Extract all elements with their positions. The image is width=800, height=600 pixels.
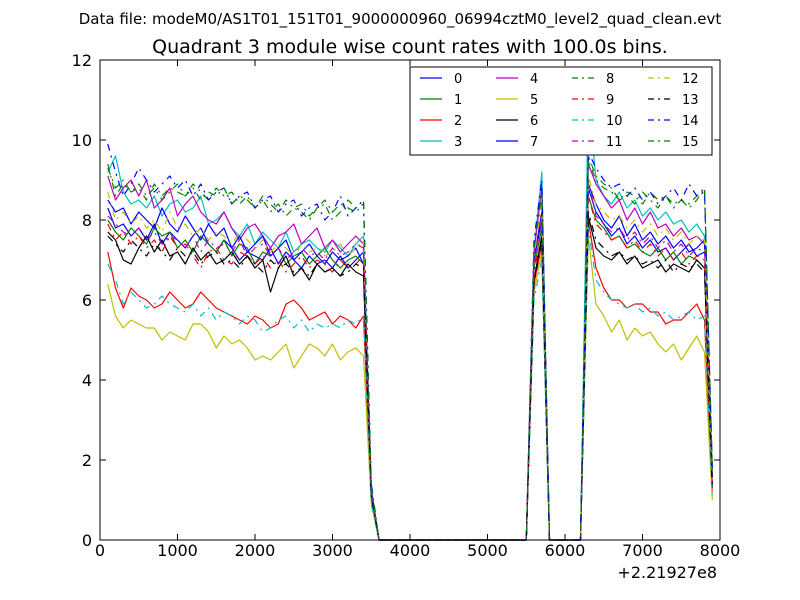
x-offset-label: +2.21927e8 — [617, 563, 717, 582]
x-tick-label: 0 — [95, 541, 105, 560]
legend-label-3: 3 — [454, 135, 462, 150]
series-line-6 — [107, 215, 713, 541]
series-line-2 — [107, 219, 713, 541]
x-tick-label: 8000 — [700, 541, 741, 560]
legend-label-0: 0 — [454, 72, 462, 87]
chart-title: Quadrant 3 module wise count rates with … — [152, 36, 668, 58]
legend-label-12: 12 — [682, 72, 699, 87]
y-tick-label: 2 — [82, 451, 92, 470]
x-tick-label: 1000 — [157, 541, 198, 560]
legend-label-15: 15 — [682, 135, 699, 150]
legend-label-10: 10 — [606, 114, 623, 129]
axis-ticks: 0 1000 2000 3000 4000 5000 6000 7000 80000246810… — [72, 51, 741, 560]
legend-label-5: 5 — [530, 93, 538, 108]
legend-label-4: 4 — [530, 72, 538, 87]
series-line-13 — [107, 211, 713, 541]
x-tick-label: 7000 — [622, 541, 663, 560]
legend-label-8: 8 — [606, 72, 614, 87]
y-tick-label: 8 — [82, 211, 92, 230]
legend-label-7: 7 — [530, 135, 538, 150]
x-tick-label: 3000 — [312, 541, 353, 560]
series-line-3 — [107, 95, 713, 541]
y-tick-label: 4 — [82, 371, 92, 390]
series-line-15 — [107, 159, 713, 541]
series-line-7 — [107, 183, 713, 541]
series-line-8 — [107, 155, 713, 541]
legend-label-1: 1 — [454, 93, 462, 108]
legend-label-14: 14 — [682, 114, 699, 129]
x-tick-label: 6000 — [545, 541, 586, 560]
legend-label-6: 6 — [530, 114, 538, 129]
series-line-10 — [107, 227, 713, 541]
series-line-14 — [107, 143, 713, 541]
series-line-11 — [107, 179, 713, 541]
x-tick-label: 5000 — [467, 541, 508, 560]
series-layer — [107, 95, 713, 541]
legend-label-9: 9 — [606, 93, 614, 108]
series-line-5 — [107, 235, 713, 541]
legend-label-2: 2 — [454, 114, 462, 129]
x-tick-label: 4000 — [390, 541, 431, 560]
y-tick-label: 12 — [72, 51, 92, 70]
legend-frame — [409, 66, 713, 156]
figure-suptitle: Data file: modeM0/AS1T01_151T01_90000009… — [79, 10, 722, 29]
legend-label-13: 13 — [682, 93, 699, 108]
x-tick-label: 2000 — [235, 541, 276, 560]
legend-label-11: 11 — [606, 135, 623, 150]
y-tick-label: 6 — [82, 291, 92, 310]
series-line-12 — [107, 175, 713, 541]
y-tick-label: 0 — [82, 531, 92, 550]
y-tick-label: 10 — [72, 131, 92, 150]
